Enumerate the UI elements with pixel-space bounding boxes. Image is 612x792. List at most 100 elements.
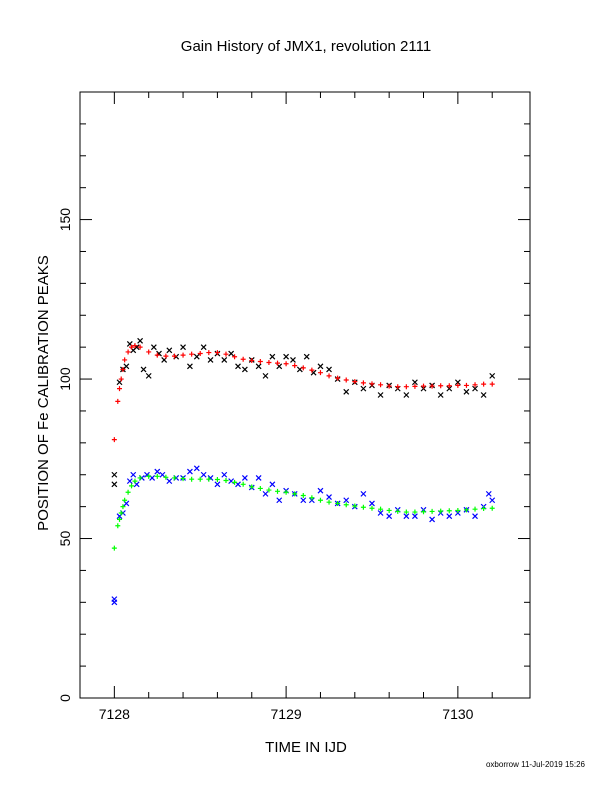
data-point (166, 347, 173, 354)
data-point (111, 481, 118, 488)
data-point (283, 361, 289, 367)
data-point (454, 510, 461, 516)
data-point (446, 383, 452, 389)
data-point (317, 487, 324, 494)
data-point (118, 510, 124, 516)
data-point (454, 379, 461, 386)
data-point (241, 475, 248, 481)
data-point (120, 504, 126, 510)
data-point (241, 366, 248, 373)
data-point (489, 505, 495, 511)
data-point (378, 506, 384, 512)
data-point (369, 381, 375, 387)
data-point (115, 398, 121, 404)
data-point (411, 379, 418, 386)
data-point (455, 507, 461, 513)
data-point (125, 349, 131, 355)
data-point (300, 365, 306, 371)
data-point (309, 495, 315, 501)
data-point (463, 382, 469, 388)
data-point (120, 366, 126, 372)
data-point (481, 506, 487, 512)
data-point (309, 367, 315, 373)
data-point (122, 497, 128, 503)
data-point (154, 352, 160, 358)
data-point (126, 478, 133, 485)
data-point (290, 356, 296, 363)
data-point (412, 509, 418, 515)
data-point (207, 356, 214, 363)
x-axis-label: TIME IN IJD (265, 739, 347, 756)
data-point (159, 471, 166, 478)
data-point (132, 478, 138, 484)
footer-stamp: oxborrow 11-Jul-2019 15:26 (486, 760, 586, 769)
data-point (255, 475, 262, 481)
data-point (132, 343, 138, 349)
data-point (421, 509, 427, 515)
data-point (326, 499, 332, 505)
data-point (352, 503, 358, 509)
data-point (111, 596, 118, 603)
y-tick-label: 50 (57, 531, 73, 547)
data-point (166, 478, 173, 485)
series-3 (111, 473, 495, 551)
data-point (455, 382, 461, 388)
data-point (429, 516, 436, 523)
data-point (129, 344, 135, 350)
data-point (343, 388, 350, 395)
data-point (180, 344, 186, 351)
data-point (171, 353, 177, 359)
data-point (343, 497, 350, 504)
data-point (429, 383, 435, 389)
data-point (117, 516, 123, 522)
data-points (111, 337, 496, 606)
data-point (343, 502, 349, 508)
data-point (129, 483, 135, 489)
data-point (489, 372, 496, 379)
data-point (275, 488, 281, 494)
data-point (360, 504, 366, 510)
data-point (249, 484, 255, 490)
data-point (360, 490, 367, 497)
data-point (377, 510, 384, 516)
data-point (221, 471, 228, 478)
data-point (111, 471, 118, 478)
data-point (421, 383, 427, 389)
data-point (125, 489, 131, 495)
data-point (317, 363, 324, 370)
data-point (343, 377, 349, 383)
data-point (403, 509, 409, 515)
data-point (197, 351, 203, 357)
data-point (378, 382, 384, 388)
data-point (150, 344, 157, 351)
data-point (463, 507, 469, 513)
data-point (232, 354, 238, 360)
data-point (122, 357, 128, 363)
data-point (369, 505, 375, 511)
data-point (193, 353, 200, 360)
plot-frame (79, 91, 531, 699)
data-point (115, 523, 121, 529)
data-point (232, 479, 238, 485)
data-point (186, 363, 193, 370)
data-point (317, 497, 323, 503)
data-point (154, 468, 161, 475)
data-point (163, 474, 169, 480)
data-point (308, 497, 315, 504)
data-point (403, 513, 410, 520)
data-point (472, 385, 478, 392)
data-point (485, 490, 492, 497)
data-point (395, 508, 401, 514)
data-point (111, 437, 117, 443)
series-0 (111, 337, 496, 488)
data-point (146, 473, 152, 479)
data-point (317, 370, 323, 376)
data-point (262, 372, 269, 379)
data-point (206, 476, 212, 482)
data-point (480, 392, 487, 398)
data-point (360, 385, 367, 392)
data-point (117, 386, 123, 392)
data-point (214, 477, 220, 483)
data-point (269, 353, 276, 360)
